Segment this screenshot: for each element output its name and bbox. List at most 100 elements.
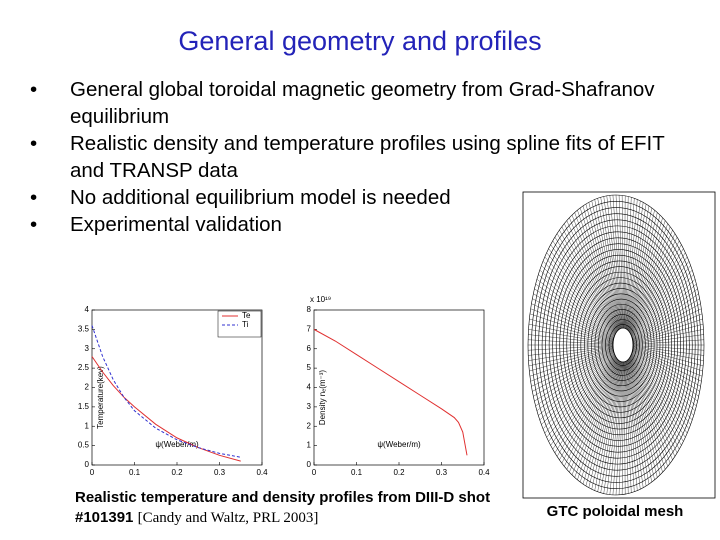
mesh-ray — [631, 252, 686, 336]
legend-label: Te — [242, 311, 251, 320]
mesh-ray — [528, 346, 613, 361]
mesh-ray — [546, 354, 615, 438]
mesh-ray — [544, 256, 615, 336]
x-axis-label: ψ(Weber/m) — [377, 440, 421, 449]
mesh-ray — [539, 269, 615, 338]
x-tick-label: 0.4 — [256, 468, 268, 477]
mesh-ray — [629, 233, 676, 334]
mesh-ray — [531, 303, 613, 341]
mesh-ray — [615, 360, 624, 496]
bullet: Experimental validation — [30, 211, 700, 238]
y-tick-label: 7 — [307, 324, 312, 333]
x-tick-label: 0.2 — [393, 468, 405, 477]
x-tick-label: 0.2 — [171, 468, 183, 477]
x-tick-label: 0 — [312, 468, 317, 477]
mesh-ray — [556, 356, 617, 457]
x-axis-label: ψ(Weber/m) — [155, 440, 199, 449]
mesh-ray — [542, 353, 615, 429]
mesh-ray — [582, 205, 620, 331]
mesh-ray — [539, 352, 615, 421]
mesh-ray — [597, 198, 622, 330]
mesh-ray — [625, 360, 638, 491]
mesh-ray — [552, 355, 616, 450]
mesh-ray — [574, 358, 619, 478]
x-tick-label: 0 — [90, 468, 95, 477]
mesh-ray — [582, 359, 620, 485]
mesh-ray — [632, 293, 699, 340]
x-tick-label: 0.3 — [214, 468, 226, 477]
mesh-ray — [528, 345, 613, 356]
mesh-ray — [559, 230, 617, 334]
mesh-ray — [632, 352, 694, 416]
bullet-list: General global toroidal magnetic geometr… — [30, 76, 700, 238]
mesh-ray — [577, 359, 619, 480]
y-tick-label: 4 — [307, 383, 312, 392]
mesh-ray — [544, 354, 615, 434]
mesh-ray — [550, 355, 616, 446]
x-tick-label: 0.1 — [129, 468, 141, 477]
mesh-ray — [536, 351, 614, 411]
mesh-ray — [588, 359, 620, 488]
mesh-ray — [566, 357, 618, 470]
mesh-ray — [535, 283, 614, 339]
mesh-ray — [633, 313, 703, 342]
mesh-ray — [528, 329, 613, 344]
mesh-ray — [624, 360, 632, 493]
mesh-ray — [629, 223, 668, 333]
y-tick-label: 8 — [307, 305, 312, 314]
mesh-ray — [600, 197, 622, 330]
data-line — [91, 325, 241, 458]
y-tick-label: 0 — [307, 460, 312, 469]
mesh-ray — [633, 329, 704, 344]
mesh-ray — [630, 355, 680, 450]
mesh-ray — [628, 358, 661, 475]
mesh-ray — [585, 204, 620, 331]
mesh-ray — [591, 200, 621, 330]
mesh-ray — [633, 346, 704, 361]
mesh-ray — [532, 298, 614, 341]
caption-reference: [Candy and Waltz, PRL 2003] — [137, 510, 319, 526]
mesh-ray — [588, 202, 620, 331]
x-tick-label: 0.3 — [436, 468, 448, 477]
mesh-ray — [591, 360, 621, 490]
caption-text: Realistic temperature and density profil… — [75, 489, 491, 526]
y-tick-label: 0 — [85, 460, 90, 469]
bullet: General global toroidal magnetic geometr… — [30, 76, 700, 130]
mesh-ray — [630, 244, 682, 335]
y-multiplier: x 10¹⁹ — [310, 295, 331, 304]
mesh-ray — [538, 352, 614, 416]
mesh-ray — [621, 195, 624, 330]
mesh-ray — [535, 351, 614, 407]
mesh-ray — [633, 303, 701, 341]
mesh-ray — [623, 360, 626, 495]
y-tick-label: 3 — [85, 344, 90, 353]
data-line — [91, 356, 241, 462]
mesh-ray — [627, 358, 658, 478]
mesh-ray — [541, 353, 615, 425]
data-line — [313, 328, 468, 456]
mesh-ray — [633, 334, 704, 345]
mesh-ray — [609, 195, 623, 330]
bullet: No additional equilibrium model is neede… — [30, 184, 470, 211]
y-tick-label: 6 — [307, 344, 312, 353]
mesh-ray — [626, 359, 644, 488]
mesh-ray — [633, 347, 703, 372]
mesh-ray — [536, 279, 614, 339]
mesh-caption: GTC poloidal mesh — [546, 503, 684, 520]
legend-label: Ti — [242, 320, 249, 329]
x-tick-label: 0.1 — [351, 468, 363, 477]
y-tick-label: 4 — [85, 305, 90, 314]
mesh-ray — [542, 261, 615, 337]
y-tick-label: 3.5 — [78, 324, 90, 333]
mesh-ray — [528, 347, 613, 367]
y-axis-label: Density nₑ(m⁻³) — [318, 370, 327, 426]
mesh-ray — [630, 237, 678, 334]
mesh-ray — [631, 354, 688, 434]
mesh-ray — [550, 244, 616, 335]
mesh-ray — [632, 351, 696, 411]
mesh-ray — [633, 347, 704, 367]
mesh-ray — [627, 207, 652, 331]
mesh-ray — [626, 202, 644, 331]
y-tick-label: 1 — [307, 441, 312, 450]
